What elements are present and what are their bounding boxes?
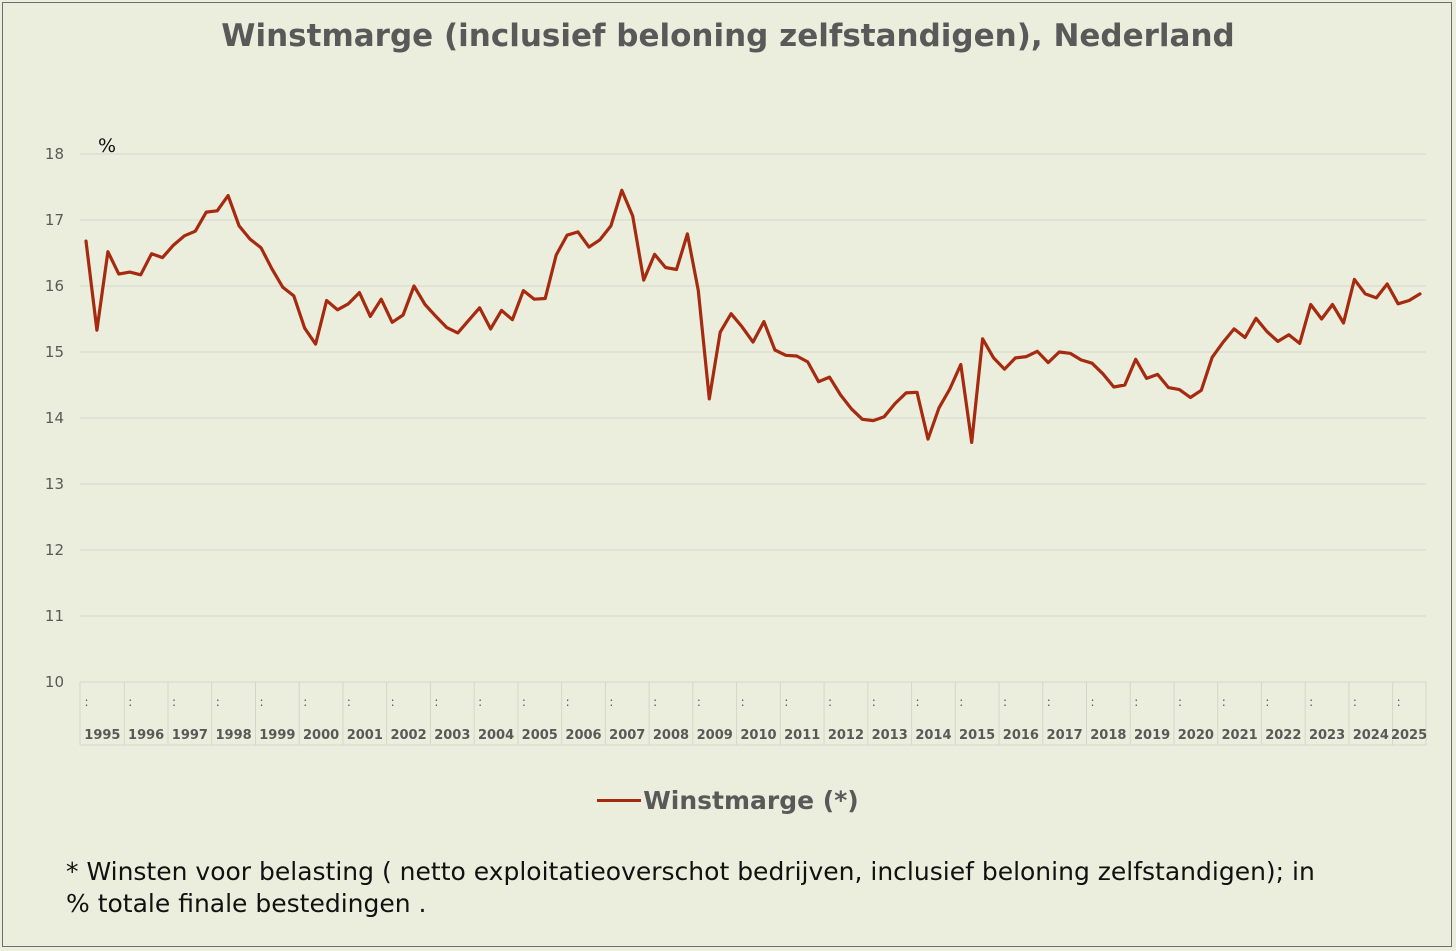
x-axis: : 1995: 1996: 1997: 1998: 1999: 2000: 2001: 2002… <box>79 682 1427 746</box>
x-quarter-colon: : <box>1134 695 1138 709</box>
x-quarter-colon: : <box>1265 695 1269 709</box>
x-tick-label: 1995 <box>84 728 120 743</box>
x-quarter-colon: : <box>741 695 745 709</box>
y-tick-label: 18 <box>45 145 64 163</box>
x-quarter-colon: : <box>828 695 832 709</box>
x-quarter-colon: : <box>216 695 220 709</box>
x-quarter-colon: : <box>522 695 526 709</box>
x-tick-label: 2018 <box>1090 728 1126 743</box>
x-quarter-colon: : <box>391 695 395 709</box>
y-tick-label: 10 <box>45 673 64 691</box>
x-quarter-colon: : <box>478 695 482 709</box>
x-tick-label: 2017 <box>1047 728 1083 743</box>
footnote-line-1: * Winsten voor belasting ( netto exploit… <box>66 857 1315 886</box>
x-quarter-colon: : <box>1003 695 1007 709</box>
x-quarter-colon: : <box>347 695 351 709</box>
x-tick-label: 1997 <box>172 728 208 743</box>
chart-title: Winstmarge (inclusief beloning zelfstand… <box>221 18 1235 54</box>
x-quarter-colon: : <box>259 695 263 709</box>
x-tick-label: 2016 <box>1003 728 1039 743</box>
legend-label: Winstmarge (*) <box>643 786 859 815</box>
x-quarter-colon: : <box>172 695 176 709</box>
x-tick-label: 2010 <box>740 728 776 743</box>
x-tick-label: 2014 <box>915 728 951 743</box>
x-quarter-colon: : <box>303 695 307 709</box>
gridlines: 10 11 12 13 14 15 16 17 18 <box>45 145 1426 691</box>
x-tick-label: 2005 <box>522 728 558 743</box>
x-tick-label: 2013 <box>872 728 908 743</box>
series-layer <box>84 188 1422 444</box>
x-quarter-colon: : <box>784 695 788 709</box>
footnote-line-2: % totale finale bestedingen . <box>66 889 427 918</box>
x-quarter-colon: : <box>1353 695 1357 709</box>
y-tick-label: 16 <box>45 277 64 295</box>
x-tick-label: 2007 <box>609 728 645 743</box>
x-quarter-colon: : <box>434 695 438 709</box>
legend-line-swatch <box>597 798 642 802</box>
x-quarter-colon: : <box>697 695 701 709</box>
footnote: * Winsten voor belasting ( netto exploit… <box>66 856 1406 920</box>
x-tick-label: 2003 <box>434 728 470 743</box>
x-tick-label: 2009 <box>697 728 733 743</box>
x-tick-label: 1999 <box>259 728 295 743</box>
y-axis-unit-label: % <box>98 135 116 157</box>
x-quarter-colon: : <box>1178 695 1182 709</box>
legend: Winstmarge (*) <box>0 786 1456 815</box>
y-tick-label: 14 <box>45 409 64 427</box>
x-quarter-colon: : <box>1222 695 1226 709</box>
x-quarter-colon: : <box>1047 695 1051 709</box>
x-tick-label: 2023 <box>1309 728 1345 743</box>
y-tick-label: 17 <box>45 211 64 229</box>
x-tick-label: 2020 <box>1178 728 1214 743</box>
x-quarter-colon: : <box>959 695 963 709</box>
x-quarter-colon: : <box>566 695 570 709</box>
y-tick-label: 15 <box>45 343 64 361</box>
series-line-winstmarge <box>84 188 1422 444</box>
x-quarter-colon: : <box>872 695 876 709</box>
x-tick-label: 2000 <box>303 728 339 743</box>
x-quarter-colon: : <box>1309 695 1313 709</box>
y-tick-label: 12 <box>45 541 64 559</box>
x-tick-label: 2002 <box>390 728 426 743</box>
x-tick-label: 2011 <box>784 728 820 743</box>
x-quarter-colon: : <box>916 695 920 709</box>
x-tick-label: 2021 <box>1221 728 1257 743</box>
x-tick-label: 1996 <box>128 728 164 743</box>
x-quarter-colon: : <box>1397 695 1401 709</box>
x-tick-label: 2024 <box>1353 728 1389 743</box>
y-tick-label: 13 <box>45 475 64 493</box>
x-quarter-colon: : <box>653 695 657 709</box>
x-tick-label: 2015 <box>959 728 995 743</box>
x-quarter-colon: : <box>85 695 89 709</box>
x-quarter-colon: : <box>128 695 132 709</box>
x-tick-label: 1998 <box>216 728 252 743</box>
x-quarter-colon: : <box>609 695 613 709</box>
x-quarter-colon: : <box>1090 695 1094 709</box>
x-tick-label: 2001 <box>347 728 383 743</box>
x-tick-label: 2025 <box>1391 728 1427 743</box>
x-tick-label: 2012 <box>828 728 864 743</box>
x-tick-label: 2022 <box>1265 728 1301 743</box>
x-tick-label: 2019 <box>1134 728 1170 743</box>
x-tick-label: 2004 <box>478 728 514 743</box>
x-tick-label: 2008 <box>653 728 689 743</box>
y-tick-label: 11 <box>45 607 64 625</box>
x-tick-label: 2006 <box>565 728 601 743</box>
